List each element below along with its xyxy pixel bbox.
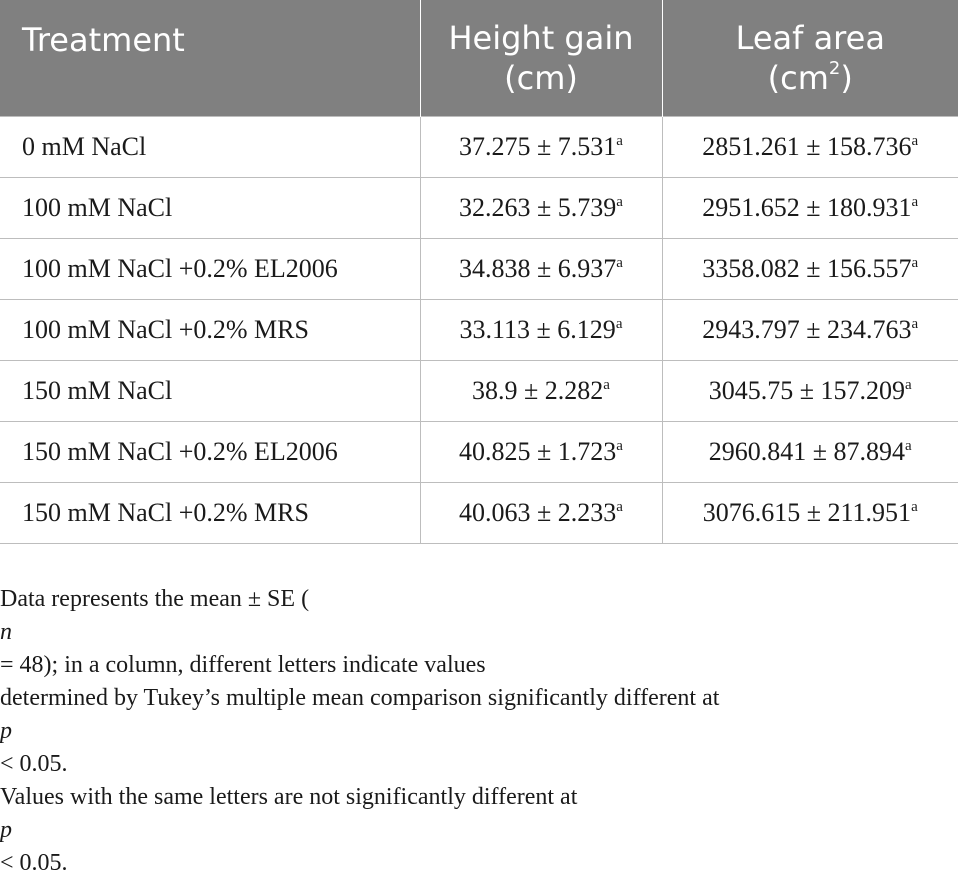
cell-height-value: 37.275 ± 7.531 <box>459 132 616 161</box>
cell-height-gain: 38.9 ± 2.282a <box>420 360 662 421</box>
cell-height-letter: a <box>616 438 623 454</box>
cell-leaf-value: 2960.841 ± 87.894 <box>709 437 905 466</box>
cell-height-gain: 40.825 ± 1.723a <box>420 421 662 482</box>
table-row: 150 mM NaCl +0.2% MRS 40.063 ± 2.233a 30… <box>0 482 958 543</box>
header-leaf-area-close: ) <box>840 59 852 97</box>
header-row: Treatment Height gain (cm) Leaf area (cm… <box>0 0 958 116</box>
header-leaf-area: Leaf area (cm2) <box>662 0 958 116</box>
cell-leaf-area: 2960.841 ± 87.894a <box>662 421 958 482</box>
cell-height-value: 38.9 ± 2.282 <box>472 376 603 405</box>
cell-leaf-value: 2951.652 ± 180.931 <box>702 193 911 222</box>
cell-treatment: 0 mM NaCl <box>0 116 420 177</box>
cell-height-gain: 40.063 ± 2.233a <box>420 482 662 543</box>
cell-leaf-letter: a <box>912 194 919 210</box>
header-leaf-area-exponent: 2 <box>829 58 840 79</box>
footnote-line-3: Values with the same letters are not sig… <box>0 781 958 880</box>
cell-treatment: 150 mM NaCl +0.2% EL2006 <box>0 421 420 482</box>
cell-treatment: 100 mM NaCl +0.2% EL2006 <box>0 238 420 299</box>
cell-height-letter: a <box>616 255 623 271</box>
cell-treatment: 100 mM NaCl <box>0 177 420 238</box>
cell-leaf-letter: a <box>905 377 912 393</box>
cell-height-letter: a <box>616 499 623 515</box>
table-row: 100 mM NaCl +0.2% EL2006 34.838 ± 6.937a… <box>0 238 958 299</box>
header-leaf-area-line2: (cm2) <box>663 58 958 98</box>
cell-leaf-value: 2851.261 ± 158.736 <box>702 132 911 161</box>
table-row: 150 mM NaCl +0.2% EL2006 40.825 ± 1.723a… <box>0 421 958 482</box>
footnote-text: < 0.05. <box>0 847 958 880</box>
cell-height-gain: 37.275 ± 7.531a <box>420 116 662 177</box>
cell-height-value: 33.113 ± 6.129 <box>460 315 616 344</box>
cell-height-value: 34.838 ± 6.937 <box>459 254 616 283</box>
footnote-text: < 0.05. <box>0 748 958 781</box>
header-treatment: Treatment <box>0 0 420 116</box>
table-row: 150 mM NaCl 38.9 ± 2.282a 3045.75 ± 157.… <box>0 360 958 421</box>
cell-leaf-area: 2951.652 ± 180.931a <box>662 177 958 238</box>
cell-leaf-area: 2851.261 ± 158.736a <box>662 116 958 177</box>
footnote-text: = 48); in a column, different letters in… <box>0 649 958 682</box>
header-height-gain: Height gain (cm) <box>420 0 662 116</box>
cell-height-gain: 33.113 ± 6.129a <box>420 299 662 360</box>
cell-treatment: 150 mM NaCl <box>0 360 420 421</box>
footnote-line-2: determined by Tukey’s multiple mean comp… <box>0 682 958 781</box>
cell-leaf-value: 2943.797 ± 234.763 <box>702 315 911 344</box>
cell-leaf-area: 3045.75 ± 157.209a <box>662 360 958 421</box>
cell-leaf-area: 3076.615 ± 211.951a <box>662 482 958 543</box>
cell-leaf-value: 3076.615 ± 211.951 <box>703 498 911 527</box>
header-height-gain-line1: Height gain <box>421 18 662 58</box>
table-row: 100 mM NaCl 32.263 ± 5.739a 2951.652 ± 1… <box>0 177 958 238</box>
cell-leaf-value: 3045.75 ± 157.209 <box>709 376 905 405</box>
table-row: 0 mM NaCl 37.275 ± 7.531a 2851.261 ± 158… <box>0 116 958 177</box>
cell-height-value: 40.825 ± 1.723 <box>459 437 616 466</box>
cell-treatment: 100 mM NaCl +0.2% MRS <box>0 299 420 360</box>
cell-height-value: 32.263 ± 5.739 <box>459 193 616 222</box>
footnote-text: Values with the same letters are not sig… <box>0 781 958 814</box>
cell-treatment: 150 mM NaCl +0.2% MRS <box>0 482 420 543</box>
cell-leaf-letter: a <box>912 133 919 149</box>
footnote-line-1: Data represents the mean ± SE ( n = 48); … <box>0 583 958 682</box>
footnote-p-symbol: p <box>0 817 12 843</box>
table-row: 100 mM NaCl +0.2% MRS 33.113 ± 6.129a 29… <box>0 299 958 360</box>
cell-height-letter: a <box>616 133 623 149</box>
cell-leaf-letter: a <box>912 255 919 271</box>
cell-leaf-area: 3358.082 ± 156.557a <box>662 238 958 299</box>
data-table: Treatment Height gain (cm) Leaf area (cm… <box>0 0 958 544</box>
footnote-text: Data represents the mean ± SE ( <box>0 583 958 616</box>
footnote-n-symbol: n <box>0 619 12 645</box>
cell-height-letter: a <box>616 316 623 332</box>
cell-leaf-area: 2943.797 ± 234.763a <box>662 299 958 360</box>
table-header: Treatment Height gain (cm) Leaf area (cm… <box>0 0 958 116</box>
table-body: 0 mM NaCl 37.275 ± 7.531a 2851.261 ± 158… <box>0 116 958 543</box>
header-leaf-area-line1: Leaf area <box>663 18 958 58</box>
cell-height-letter: a <box>603 377 610 393</box>
footnote-text: determined by Tukey’s multiple mean comp… <box>0 682 958 715</box>
cell-leaf-letter: a <box>905 438 912 454</box>
header-leaf-area-unit: (cm <box>768 59 829 97</box>
cell-leaf-letter: a <box>911 499 918 515</box>
cell-leaf-value: 3358.082 ± 156.557 <box>702 254 911 283</box>
cell-height-value: 40.063 ± 2.233 <box>459 498 616 527</box>
cell-height-gain: 34.838 ± 6.937a <box>420 238 662 299</box>
cell-height-letter: a <box>616 194 623 210</box>
header-height-gain-line2: (cm) <box>421 58 662 98</box>
footnote-p-symbol: p <box>0 718 12 744</box>
cell-leaf-letter: a <box>912 316 919 332</box>
table-footnote: Data represents the mean ± SE ( n = 48); … <box>0 583 958 880</box>
cell-height-gain: 32.263 ± 5.739a <box>420 177 662 238</box>
